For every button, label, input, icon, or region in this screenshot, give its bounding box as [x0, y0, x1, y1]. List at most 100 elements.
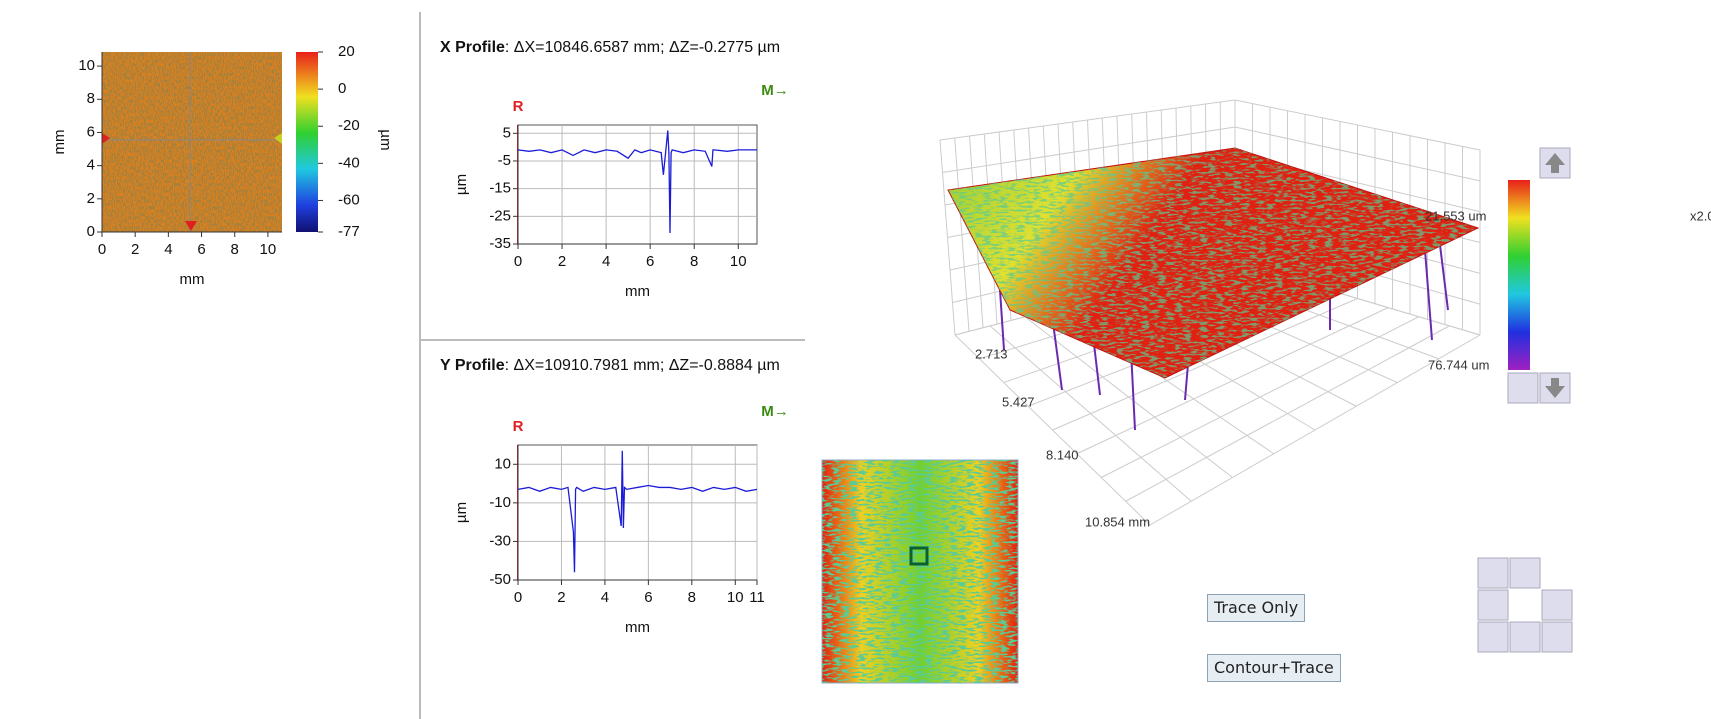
- right-marker: M→: [761, 82, 789, 99]
- spike: [999, 289, 1005, 351]
- pan-up[interactable]: [1509, 557, 1541, 589]
- axis-3d-label: 2.713: [975, 346, 1008, 361]
- x-tick-label: 11: [749, 589, 765, 606]
- contour-trace-button[interactable]: Contour+Trace: [1207, 654, 1341, 682]
- y-tick-label: -15: [489, 180, 511, 197]
- wire: [1234, 99, 1481, 151]
- y-tick-label: 4: [87, 157, 95, 174]
- colorbar-tick-label: -40: [338, 154, 360, 171]
- axis-3d-label: 5.427: [1002, 394, 1035, 409]
- trace-only-button[interactable]: Trace Only: [1207, 594, 1306, 622]
- thumbnail-texture: [822, 460, 1018, 683]
- y-tick-label: 10: [494, 455, 511, 472]
- title-text: : ΔX=10846.6587 mm; ΔZ=-0.2775 µm: [504, 39, 781, 56]
- wire: [1234, 126, 1481, 182]
- wire: [1125, 325, 1450, 502]
- surface-texture: [948, 148, 1478, 378]
- marker: [274, 133, 282, 144]
- icon: [1545, 378, 1565, 398]
- wire: [1076, 307, 1389, 455]
- wire: [939, 99, 1236, 141]
- y-tick-label: 10: [78, 57, 95, 74]
- rotate[interactable]: [1541, 621, 1573, 653]
- x-tick-label: 8: [690, 253, 698, 270]
- colorbar-tick-label: -60: [338, 191, 360, 208]
- profile-line: [517, 450, 758, 573]
- y-tick-label: -30: [489, 532, 511, 549]
- x-axis-label: mm: [625, 619, 650, 636]
- y-tick-label: -10: [489, 494, 511, 511]
- axis-3d-label: 10.854 mm: [1085, 514, 1150, 529]
- colorbar-tick-label: -77: [338, 223, 360, 240]
- x-axis-label: mm: [625, 283, 650, 300]
- heightmap-texture: [102, 52, 282, 232]
- nav-buttons: [1477, 147, 1573, 653]
- wire: [1101, 316, 1419, 478]
- y-tick-label: 5: [503, 124, 511, 141]
- y-tick-label: -5: [498, 152, 511, 169]
- pan-down[interactable]: [1509, 621, 1541, 653]
- colorbar-3d: [1508, 180, 1530, 370]
- colorbar-tick-label: -20: [338, 117, 360, 134]
- view-3d: 2.713 5.427 8.140 10.854 mm 21.553 um 76.744 …: [939, 99, 1711, 529]
- marker: [185, 221, 197, 231]
- y-axis-label: mm: [51, 130, 68, 155]
- x-axis-label: mm: [180, 271, 205, 288]
- spike: [1424, 249, 1433, 341]
- x-tick-label: 10: [730, 253, 747, 270]
- wire: [1149, 334, 1481, 526]
- y-tick-label: 8: [87, 90, 95, 107]
- x-tick-label: 6: [644, 589, 652, 606]
- scale-min: 76.744 um: [1428, 357, 1489, 372]
- y-axis-label: µm: [453, 502, 470, 523]
- left-marker: R: [513, 418, 524, 435]
- colorbar-label: µm: [377, 129, 394, 150]
- colorbar-tick-label: 20: [338, 43, 355, 60]
- x-tick-label: 4: [601, 589, 609, 606]
- wire: [942, 126, 1236, 173]
- pan-left[interactable]: [1477, 589, 1509, 621]
- y-tick-label: 0: [87, 223, 95, 240]
- x-tick-label: 2: [558, 253, 566, 270]
- x-tick-label: 10: [727, 589, 744, 606]
- y-axis-label: µm: [453, 174, 470, 195]
- x-tick-label: 6: [646, 253, 654, 270]
- title-bold: Y Profile: [440, 357, 505, 374]
- axis-3d-label: 8.140: [1046, 447, 1079, 462]
- profile-line: [517, 130, 757, 233]
- y-tick-label: -50: [489, 571, 511, 588]
- x-profile-title: X Profile: ΔX=10846.6587 mm; ΔZ=-0.2775 …: [440, 38, 808, 57]
- wire: [1052, 298, 1358, 431]
- marker: [102, 133, 110, 144]
- x-tick-label: 0: [514, 589, 522, 606]
- pan-right[interactable]: [1541, 589, 1573, 621]
- x-tick-label: 8: [688, 589, 696, 606]
- thumbnail-cursor[interactable]: [909, 546, 929, 566]
- x-tick-label: 4: [602, 253, 610, 270]
- title-bold: X Profile: [440, 39, 505, 56]
- x-tick-label: 8: [231, 241, 239, 258]
- spike: [1439, 244, 1449, 311]
- x-tick-label: 0: [98, 241, 106, 258]
- reset-button[interactable]: [1507, 372, 1539, 404]
- y-tick-label: -25: [489, 207, 511, 224]
- title-text: : ΔX=10910.7981 mm; ΔZ=-0.8884 µm: [504, 357, 780, 374]
- x-tick-label: 6: [197, 241, 205, 258]
- y-tick-label: -35: [489, 235, 511, 252]
- plot-frame: [517, 444, 758, 581]
- zoom-in[interactable]: [1477, 557, 1509, 589]
- icon: [1545, 153, 1565, 173]
- zoom-out[interactable]: [1477, 621, 1509, 653]
- y-tick-label: 2: [87, 190, 95, 207]
- colorbar: [296, 52, 318, 232]
- x-tick-label: 2: [131, 241, 139, 258]
- colorbar-tick-label: 0: [338, 80, 346, 97]
- left-marker: R: [513, 98, 524, 115]
- x-tick-label: 2: [557, 589, 565, 606]
- y-tick-label: 6: [87, 123, 95, 140]
- right-marker: M→: [761, 403, 789, 420]
- plot-frame: [517, 124, 758, 245]
- x-tick-label: 4: [164, 241, 172, 258]
